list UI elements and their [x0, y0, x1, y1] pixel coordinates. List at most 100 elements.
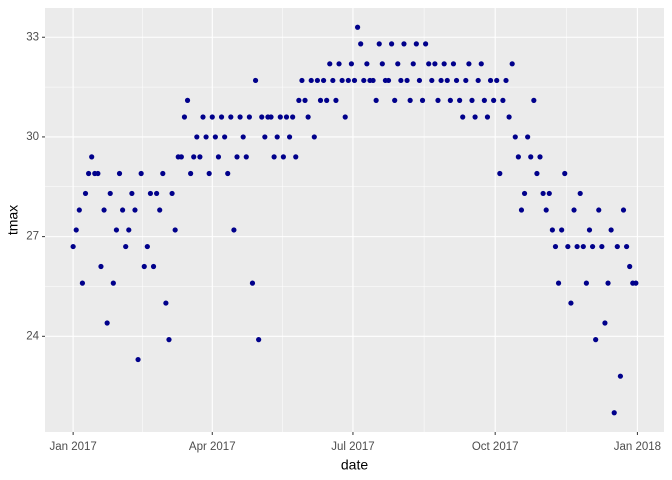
point — [540, 190, 546, 197]
point — [364, 61, 370, 67]
point — [79, 280, 86, 286]
point — [314, 77, 320, 84]
point — [583, 280, 589, 286]
point — [228, 114, 234, 120]
y-tick-label: 30 — [26, 131, 39, 143]
point — [169, 190, 175, 197]
point — [320, 77, 327, 84]
point — [209, 114, 215, 120]
point — [290, 114, 296, 120]
point — [457, 97, 463, 103]
point — [426, 61, 432, 67]
x-tick-label: Jul 2017 — [331, 441, 374, 453]
point — [178, 154, 184, 160]
point — [521, 190, 528, 197]
point — [552, 243, 559, 250]
point — [617, 373, 624, 379]
point — [487, 77, 494, 84]
point — [429, 77, 435, 84]
point — [104, 320, 110, 326]
point — [596, 207, 602, 213]
point — [389, 41, 395, 47]
point — [299, 77, 305, 84]
point — [348, 61, 355, 67]
point — [466, 61, 472, 67]
point — [95, 170, 101, 177]
point — [599, 243, 605, 250]
point — [154, 190, 160, 197]
point — [259, 114, 265, 120]
point — [361, 77, 367, 84]
point — [379, 61, 385, 67]
point — [138, 170, 144, 177]
point — [444, 77, 450, 84]
point — [500, 97, 506, 103]
point — [188, 170, 194, 177]
point — [419, 97, 426, 103]
point — [376, 41, 382, 47]
point — [577, 190, 583, 197]
point — [370, 77, 376, 84]
point — [611, 410, 617, 416]
point — [243, 154, 249, 160]
point — [512, 134, 518, 140]
point — [274, 134, 280, 140]
point — [432, 61, 438, 67]
point — [101, 207, 107, 213]
point — [416, 77, 423, 84]
point — [481, 97, 487, 103]
point — [423, 41, 429, 47]
point — [438, 77, 444, 84]
point — [354, 24, 361, 30]
point — [506, 114, 512, 120]
point — [463, 77, 469, 84]
point — [110, 280, 116, 286]
point — [191, 154, 197, 160]
point — [537, 154, 543, 160]
point — [398, 77, 404, 84]
ticks: 24 27 30 33 Jan 2017 Apr 2017 Jul 2017 Oct 2017… — [26, 31, 661, 453]
point — [172, 227, 178, 233]
point — [435, 97, 441, 103]
point — [311, 134, 317, 140]
point — [249, 280, 256, 286]
point — [605, 280, 611, 286]
point — [302, 97, 308, 103]
point — [385, 77, 392, 84]
point — [589, 243, 596, 250]
point — [559, 227, 565, 233]
point — [620, 207, 627, 213]
point — [339, 77, 345, 84]
point — [623, 243, 630, 250]
point — [147, 190, 154, 197]
point — [283, 114, 290, 120]
point — [107, 190, 113, 197]
point — [543, 207, 549, 213]
point — [484, 114, 491, 120]
point — [324, 97, 330, 103]
y-tick-label: 33 — [26, 31, 39, 43]
point — [404, 77, 410, 84]
point — [410, 61, 416, 67]
point — [271, 154, 277, 160]
point — [503, 77, 509, 84]
point — [469, 97, 475, 103]
point — [123, 243, 129, 250]
y-axis-title: tmax — [5, 205, 21, 235]
point — [197, 154, 203, 160]
point — [252, 77, 259, 84]
point — [333, 97, 339, 103]
point — [296, 97, 302, 103]
point — [215, 154, 222, 160]
point — [135, 356, 141, 363]
point — [345, 77, 351, 84]
point — [478, 61, 484, 67]
point — [562, 170, 568, 177]
point — [373, 97, 379, 103]
point — [531, 97, 537, 103]
point — [305, 114, 311, 120]
point — [441, 61, 447, 67]
point — [240, 134, 246, 140]
point — [472, 114, 478, 120]
point — [460, 114, 466, 120]
